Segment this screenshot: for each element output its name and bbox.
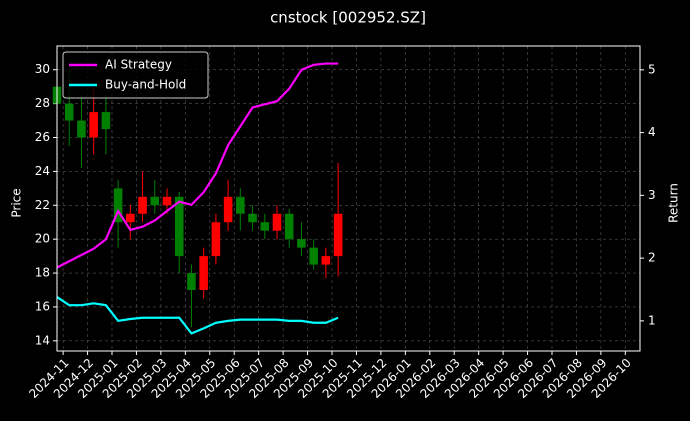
candle-body xyxy=(284,213,294,240)
candle-body xyxy=(89,112,98,138)
candle-body xyxy=(297,239,306,248)
candle-body xyxy=(260,222,270,231)
y-tick-label: 22 xyxy=(35,198,50,212)
candle-body xyxy=(138,196,147,214)
y2-tick-label: 4 xyxy=(648,125,656,139)
candle-body xyxy=(321,256,331,265)
y-tick-label: 30 xyxy=(35,62,50,76)
candle-body xyxy=(333,213,343,257)
y-tick-label: 18 xyxy=(35,266,50,280)
candle-body xyxy=(272,213,282,231)
y2-tick-label: 3 xyxy=(648,188,656,202)
y2-tick-label: 5 xyxy=(648,62,656,76)
legend-label: AI Strategy xyxy=(105,58,172,72)
candle-body xyxy=(126,213,135,223)
y2-axis-label: Return xyxy=(667,183,681,223)
candle-body xyxy=(101,112,111,130)
candle-body xyxy=(211,222,221,257)
y-tick-label: 26 xyxy=(35,130,50,144)
y2-tick-label: 2 xyxy=(648,251,656,265)
candle-body xyxy=(150,196,160,206)
candle-body xyxy=(199,256,208,290)
y-tick-label: 24 xyxy=(35,164,50,178)
y-axis-label: Price xyxy=(10,188,24,217)
candle-body xyxy=(113,188,123,223)
legend-label: Buy-and-Hold xyxy=(105,78,186,92)
chart-title: cnstock [002952.SZ] xyxy=(270,9,426,27)
candle-body xyxy=(236,196,245,214)
y-tick-label: 28 xyxy=(35,96,50,110)
y-tick-label: 20 xyxy=(35,232,50,246)
candle-body xyxy=(162,196,172,206)
y-tick-label: 16 xyxy=(35,299,50,313)
y-tick-label: 14 xyxy=(35,333,50,347)
plot-frame xyxy=(56,45,641,352)
line-series xyxy=(56,296,339,335)
candle-body xyxy=(187,273,196,290)
candle-body xyxy=(309,247,318,265)
y2-tick-label: 1 xyxy=(648,313,656,327)
candle-body xyxy=(77,120,86,138)
candle-body xyxy=(174,196,184,257)
candle-body xyxy=(64,103,74,121)
legend-box xyxy=(62,51,209,99)
candle-body xyxy=(223,196,233,223)
candle-body xyxy=(248,213,257,223)
line-series xyxy=(56,62,339,269)
